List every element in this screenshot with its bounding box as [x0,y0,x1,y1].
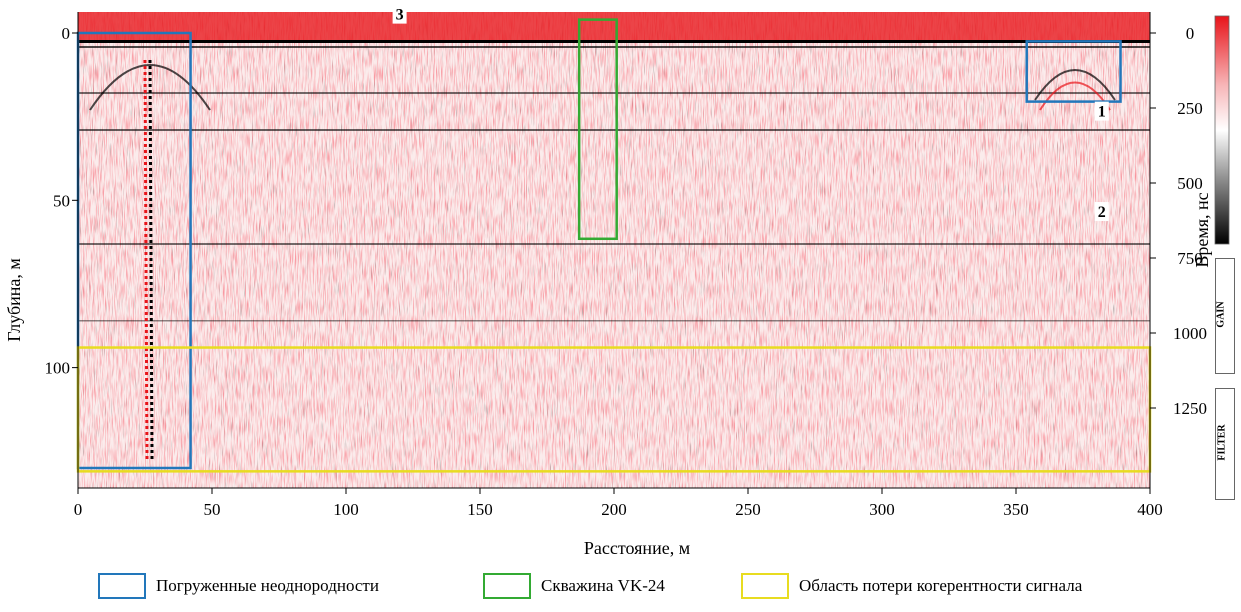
legend: Погруженные неоднородности Скважина VK-2… [0,570,1241,604]
gain-panel[interactable]: GAIN [1215,258,1235,374]
axes: 0 50 100 150 200 250 300 350 4000501000250500750… [4,12,1212,558]
filter-panel[interactable]: FILTER [1215,388,1235,500]
legend-item-coherence-loss: Область потери когерентности сигнала [741,570,1082,602]
hyperbola-anomaly [89,59,1116,461]
x-tick-label: 250 [735,500,761,519]
x-tick-label: 300 [869,500,895,519]
x-tick-label: 350 [1003,500,1029,519]
x-tick-label: 150 [467,500,493,519]
x-tick-label: 200 [601,500,627,519]
annotations: 1 2 3 [392,4,1109,222]
x-tick-label: 50 [204,500,221,519]
y-right-tick-label: 750 [1177,249,1203,268]
radargram-image [78,12,1150,488]
annotation-label-1: 1 [1098,104,1106,121]
y-left-tick-label: 50 [53,191,70,210]
x-axis-title: Расстояние, м [584,538,690,558]
annotation-bg [1094,202,1109,222]
y-right-tick-label: 1000 [1173,324,1207,343]
x-tick-label: 100 [333,500,359,519]
annotation-bg [1094,101,1109,121]
y-left-axis-title: Глубина, м [4,258,24,342]
region-box-2 [577,18,618,241]
annotation-bg [392,4,407,24]
y-left-tick-label: 0 [62,24,71,43]
legend-item-anomalies: Погруженные неоднородности [98,570,379,602]
x-tick-label: 0 [74,500,83,519]
y-right-tick-label: 250 [1177,99,1203,118]
legend-label-borehole: Скважина VK-24 [541,576,665,595]
y-right-tick-label: 1250 [1173,399,1207,418]
legend-label-coherence-loss: Область потери когерентности сигнала [799,576,1083,595]
legend-swatch-yellow [741,573,789,599]
gain-label: GAIN [1215,301,1227,328]
x-tick-label: 400 [1137,500,1163,519]
y-left-tick-label: 100 [45,359,71,378]
legend-swatch-green [483,573,531,599]
legend-label-anomalies: Погруженные неоднородности [156,576,379,595]
filter-label: FILTER [1216,424,1228,461]
y-right-tick-label: 500 [1177,174,1203,193]
y-right-axis-title: Время, нс [1192,192,1212,267]
region-box-1 [1025,40,1122,103]
annotation-label-2: 2 [1098,204,1106,221]
annotation-label-3: 3 [396,7,404,24]
y-right-tick-label: 0 [1186,24,1195,43]
colorbar [1214,15,1230,245]
legend-item-borehole: Скважина VK-24 [483,570,665,602]
legend-swatch-blue [98,573,146,599]
